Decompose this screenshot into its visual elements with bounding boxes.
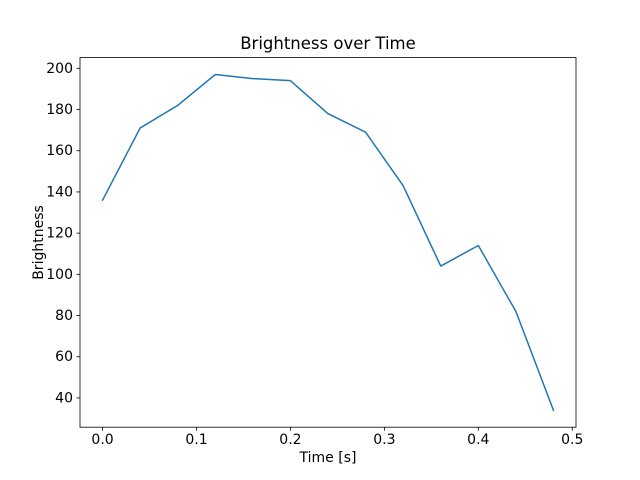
x-tick-label: 0.1 — [185, 432, 207, 448]
x-tick-label: 0.4 — [467, 432, 489, 448]
y-axis-label: Brightness — [31, 205, 47, 280]
plot-spines — [79, 57, 577, 428]
x-tick-label: 0.5 — [561, 432, 583, 448]
x-tick-label: 0.3 — [373, 432, 395, 448]
y-tick-label: 60 — [55, 349, 73, 365]
y-tick-label: 180 — [46, 102, 73, 118]
chart-title: Brightness over Time — [240, 34, 416, 53]
y-tick-label: 160 — [46, 143, 73, 159]
x-tick-label: 0.0 — [91, 432, 113, 448]
y-tick-label: 80 — [55, 308, 73, 324]
y-tick-label: 40 — [55, 390, 73, 406]
y-tick-label: 100 — [46, 267, 73, 283]
y-tick-label: 140 — [46, 184, 73, 200]
x-tick-label: 0.2 — [279, 432, 301, 448]
line-series — [101, 73, 555, 412]
x-axis-label: Time [s] — [299, 450, 357, 466]
y-tick-label: 200 — [46, 61, 73, 77]
y-tick-label: 120 — [46, 226, 73, 242]
